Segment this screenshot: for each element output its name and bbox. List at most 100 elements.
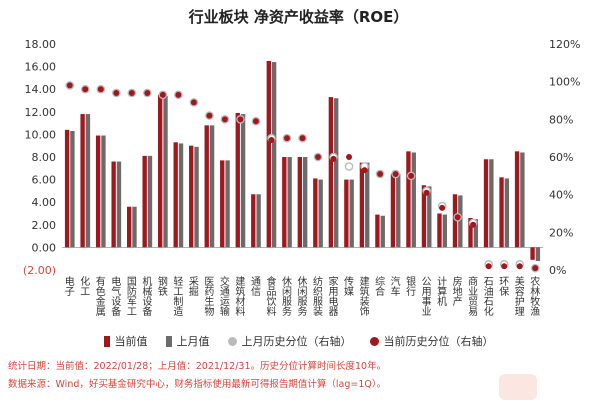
y-left-tick-label: 8.00 [32,151,57,164]
bar-current [452,194,458,248]
y-right-tick-label: 0% [549,264,566,277]
x-category-label: 电子 [62,275,74,296]
bar-current [158,94,163,248]
bar-current [64,129,70,248]
y-left-tick-label: 12.00 [25,106,57,119]
x-category-label: 房地产 [450,275,462,307]
bar-previous [209,125,215,248]
bar-previous [473,219,479,248]
bar-previous [489,159,494,248]
bar-current [313,178,318,248]
bar-previous [380,215,385,248]
dot-current-percentile [159,91,166,98]
dot-current-percentile [346,154,353,160]
x-category-label: 国防军工 [124,276,136,316]
x-category-label: 汽车 [388,275,400,297]
y-left-tick-label: 18.00 [25,38,57,51]
bar-current [421,185,427,248]
bar-previous [458,195,463,248]
bar-previous [427,186,432,248]
legend-label-cur-pct: 当前历史分位（右轴） [383,335,494,348]
x-category-label: 食品饮料 [264,275,276,317]
x-category-label: 交通运输 [217,275,229,317]
x-category-label: 公用事业 [419,276,431,316]
bar-previous [318,179,323,248]
bar-previous [178,143,184,248]
bar-current [80,114,85,248]
x-category-label: 电气设备 [109,275,121,317]
legend-swatch-prev [165,335,172,347]
dot-current-percentile [516,263,523,270]
bar-current [111,161,116,248]
bar-current [530,247,535,260]
dot-current-percentile [315,154,322,160]
y-right-tick-label: 120% [549,38,580,51]
bar-previous [85,114,91,248]
bar-previous [271,62,277,248]
dot-current-percentile [66,82,73,89]
bar-current [282,157,287,248]
bar-previous [147,155,153,248]
bar-previous [504,178,510,248]
y-right-tick-label: 20% [549,226,573,239]
bar-previous [225,160,230,248]
bar-current [95,135,101,248]
x-category-label: 综合 [373,275,385,297]
bar-previous [256,194,261,248]
dot-current-percentile [501,263,508,270]
bar-previous [240,114,246,248]
dot-current-percentile [283,135,290,142]
bar-current [437,213,442,248]
watermark-logo [499,374,537,400]
bar-previous [535,247,541,261]
legend-label-current: 当前值 [114,335,148,348]
dot-current-percentile [221,116,228,123]
bar-previous [520,152,525,248]
bar-current [266,60,271,248]
bar-previous [116,161,122,248]
x-category-label: 建筑装饰 [357,275,369,317]
x-category-label: 休闲服务 [295,276,307,317]
y-left-tick-label: 2.00 [32,219,57,232]
bar-current [468,218,473,248]
y-left-tick-label: 10.00 [25,128,57,141]
bar-current [390,173,396,248]
bar-current [235,112,240,248]
dot-current-percentile [175,91,182,98]
x-category-label: 通信 [248,276,260,297]
bar-current [142,155,147,248]
legend-swatch-current [103,335,110,347]
bar-previous [163,95,168,248]
bar-current [406,151,411,248]
legend-swatch-prev-pct [227,336,237,346]
x-category-label: 有色金属 [93,275,105,317]
footnote-source: 数据来源：Wind，好买基金研究中心，财务指标使用最新可得报告期值计算（lag=… [8,379,387,390]
x-category-label: 纺织服装 [311,275,323,317]
bar-current [344,179,349,248]
x-category-label: 传媒 [342,276,354,297]
bar-previous [349,179,354,248]
x-category-label: 石油石化 [481,276,493,316]
dot-current-percentile [485,263,492,270]
bar-current [297,157,302,248]
dot-current-percentile [128,89,135,96]
dot-current-percentile [392,170,399,177]
bar-current [220,160,225,248]
dot-current-percentile [237,116,244,123]
x-category-label: 医药生物 [202,276,214,317]
dot-current-percentile [268,137,275,144]
dot-current-percentile [97,86,104,93]
bar-current [251,194,256,248]
bar-previous [365,162,370,248]
dot-current-percentile [532,265,539,272]
y-left-tick-label: 16.00 [25,61,57,74]
legend-swatch-cur-pct [369,336,379,346]
bar-previous [334,98,339,248]
legend-label-prev-pct: 上月历史分位（右轴） [241,335,352,348]
legend-item-current: 当前值 [103,333,148,349]
legend-item-prev-pct: 上月历史分位（右轴） [227,333,352,349]
x-category-label: 采掘 [186,276,198,297]
chart-title: 行业板块 净资产收益率（ROE） [188,8,409,26]
y-right-tick-label: 100% [549,76,580,89]
y-right-tick-label: 60% [549,151,573,164]
